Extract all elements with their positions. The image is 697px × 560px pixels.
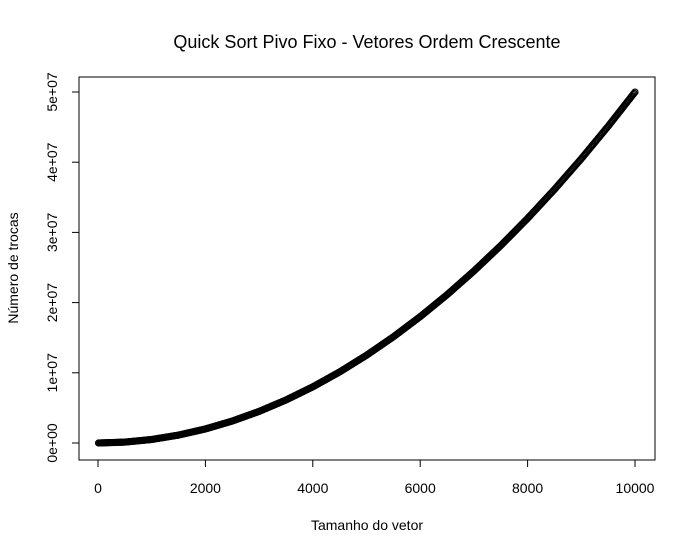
y-tick-label: 2e+07	[44, 283, 60, 323]
x-tick-label: 6000	[405, 480, 436, 496]
x-tick-label: 10000	[616, 480, 655, 496]
y-tick-label: 3e+07	[44, 213, 60, 253]
x-axis: 0 2000 4000 6000 8000 10000	[94, 459, 655, 496]
x-tick-label: 4000	[297, 480, 328, 496]
x-tick-label: 2000	[190, 480, 221, 496]
data-point	[631, 88, 639, 96]
y-axis-label: Número de trocas	[5, 212, 21, 323]
x-tick-label: 8000	[512, 480, 543, 496]
y-tick-label: 4e+07	[44, 142, 60, 182]
plot-frame	[78, 76, 656, 461]
data-points	[94, 88, 639, 447]
y-tick-label: 1e+07	[44, 353, 60, 393]
y-tick-label: 0e+00	[44, 423, 60, 463]
x-tick-label: 0	[94, 480, 102, 496]
x-axis-label: Tamanho do vetor	[311, 517, 423, 533]
y-tick-label: 5e+07	[44, 72, 60, 112]
y-axis: 0e+00 1e+07 2e+07 3e+07 4e+07 5e+07	[44, 72, 80, 463]
chart-title: Quick Sort Pivo Fixo - Vetores Ordem Cre…	[173, 32, 560, 52]
data-point	[630, 89, 638, 97]
